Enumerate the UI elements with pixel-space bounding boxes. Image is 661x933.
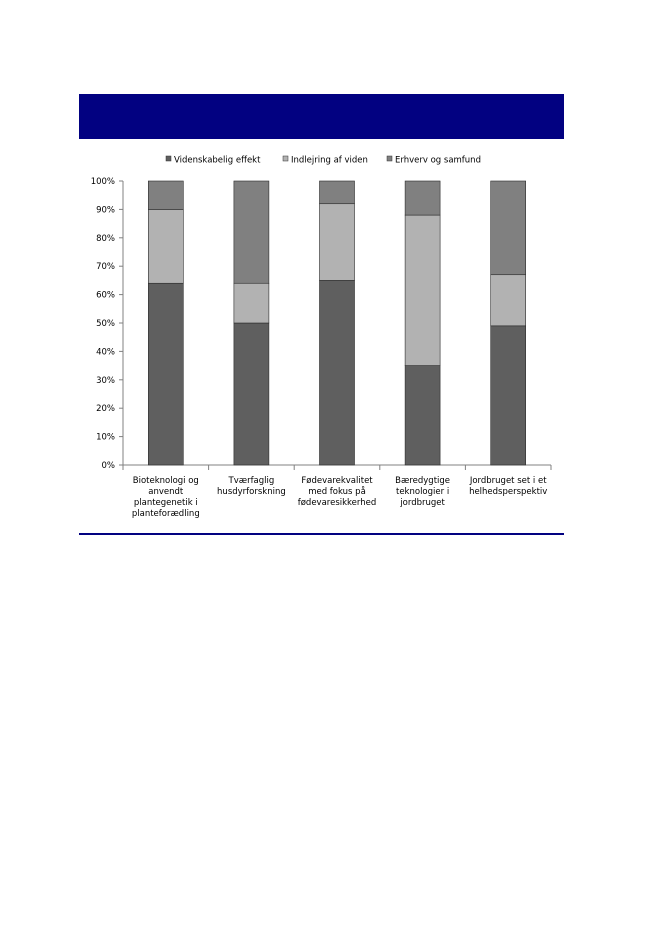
bar-segment xyxy=(319,280,355,466)
bars xyxy=(148,180,527,466)
x-axis: Bioteknologi og anvendt plantegenetik i pla… xyxy=(122,464,552,519)
legend-label: Videnskabelig effekt xyxy=(174,156,261,166)
legend-label: Erhverv og samfund xyxy=(395,156,481,166)
y-tick-label: 30% xyxy=(96,376,115,386)
bar-segment xyxy=(319,203,355,281)
bar-segment xyxy=(490,180,527,276)
legend-swatch xyxy=(165,155,172,162)
x-tick-label: Fødevarekvalitet med fokus på fødevaresikk… xyxy=(298,476,377,508)
bar-segment xyxy=(233,282,270,324)
bar-segment xyxy=(490,274,527,327)
y-tick-label: 90% xyxy=(96,205,115,215)
y-tick-label: 20% xyxy=(96,404,115,414)
x-tick-label: Jordbruget set i et helhedsperspektiv xyxy=(469,476,547,497)
y-tick-label: 60% xyxy=(96,291,115,301)
bar-segment xyxy=(404,180,441,216)
x-tick-label: Bæredygtige teknologier i jordbruget xyxy=(395,476,450,508)
x-tick-label: Bioteknologi og anvendt plantegenetik i pla… xyxy=(132,476,200,519)
y-tick-label: 10% xyxy=(96,433,115,443)
bottom-rule xyxy=(79,533,564,535)
x-tick-label: Tværfaglig husdyrforskning xyxy=(217,476,286,497)
title-banner xyxy=(79,94,564,139)
y-axis: 0% 10% 20% 30% 40% 50% 60% 70% 80% 90% 100% xyxy=(91,177,124,471)
bar-segment xyxy=(148,180,184,210)
legend-label: Indlejring af viden xyxy=(291,156,368,166)
chart-legend: Videnskabelig effekt Indlejring af viden E… xyxy=(165,155,481,166)
bar-segment xyxy=(404,214,441,366)
legend-swatch xyxy=(386,155,393,162)
bar-segment xyxy=(404,365,441,466)
legend-swatch xyxy=(282,155,289,162)
bar-segment xyxy=(233,322,270,466)
bar-segment xyxy=(490,325,527,466)
y-tick-label: 70% xyxy=(96,262,115,272)
y-tick-label: 50% xyxy=(96,319,115,329)
y-tick-label: 40% xyxy=(96,347,115,357)
bar-segment xyxy=(148,209,184,284)
y-tick-label: 100% xyxy=(91,177,115,187)
bar-segment xyxy=(148,282,184,466)
bar-segment xyxy=(319,180,355,205)
y-tick-label: 0% xyxy=(102,461,116,471)
bar-segment xyxy=(233,180,270,284)
y-tick-label: 80% xyxy=(96,234,115,244)
